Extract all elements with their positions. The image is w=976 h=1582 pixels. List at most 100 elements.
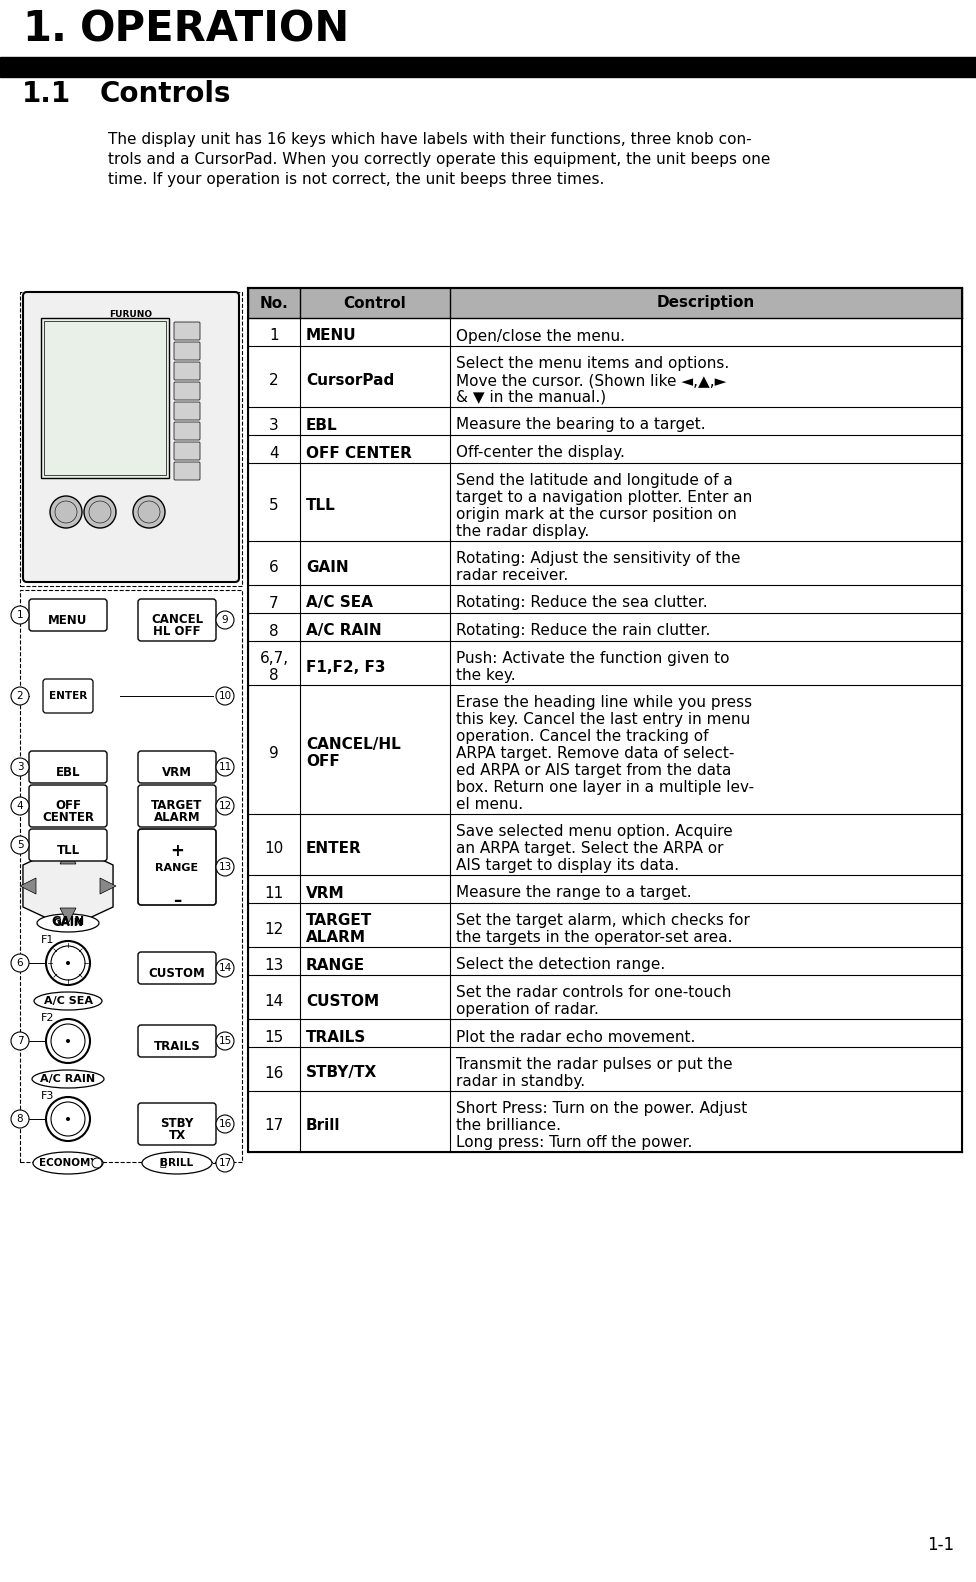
Text: A/C SEA: A/C SEA — [44, 997, 93, 1006]
Text: trols and a CursorPad. When you correctly operate this equipment, the unit beeps: trols and a CursorPad. When you correctl… — [108, 152, 770, 168]
Text: 6: 6 — [269, 560, 279, 574]
Text: 11: 11 — [264, 886, 284, 900]
Text: CANCEL: CANCEL — [151, 612, 203, 626]
Text: Short Press: Turn on the power. Adjust: Short Press: Turn on the power. Adjust — [456, 1101, 748, 1115]
Bar — [44, 321, 166, 475]
FancyBboxPatch shape — [138, 785, 216, 827]
Text: 9: 9 — [269, 747, 279, 761]
Text: CUSTOM: CUSTOM — [306, 993, 379, 1008]
Text: 4: 4 — [269, 446, 279, 460]
Text: time. If your operation is not correct, the unit beeps three times.: time. If your operation is not correct, … — [108, 172, 604, 187]
Circle shape — [11, 758, 29, 777]
Text: radar in standby.: radar in standby. — [456, 1074, 586, 1088]
Text: 16: 16 — [264, 1066, 284, 1081]
Text: Description: Description — [657, 296, 755, 310]
Text: Measure the range to a target.: Measure the range to a target. — [456, 886, 692, 900]
Text: OFF: OFF — [306, 755, 340, 769]
FancyBboxPatch shape — [174, 402, 200, 419]
Text: Long press: Turn off the power.: Long press: Turn off the power. — [456, 1134, 692, 1150]
Bar — [20, 293, 242, 585]
Text: 15: 15 — [264, 1030, 284, 1044]
Circle shape — [51, 946, 85, 979]
Text: 8: 8 — [17, 1114, 23, 1123]
FancyBboxPatch shape — [29, 785, 107, 827]
Text: 2: 2 — [17, 691, 23, 701]
Text: Move the cursor. (Shown like ◄,▲,►: Move the cursor. (Shown like ◄,▲,► — [456, 373, 726, 388]
Circle shape — [216, 758, 234, 777]
Text: 6: 6 — [17, 959, 23, 968]
Bar — [248, 685, 962, 815]
Text: TARGET: TARGET — [151, 799, 203, 812]
Text: F2: F2 — [41, 1012, 55, 1024]
Text: 1: 1 — [17, 611, 23, 620]
Text: ECONOMY: ECONOMY — [39, 1158, 98, 1168]
Text: box. Return one layer in a multiple lev-: box. Return one layer in a multiple lev- — [456, 780, 754, 796]
Text: Measure the bearing to a target.: Measure the bearing to a target. — [456, 418, 706, 432]
Circle shape — [11, 835, 29, 854]
Text: Send the latitude and longitude of a: Send the latitude and longitude of a — [456, 473, 733, 487]
Text: the radar display.: the radar display. — [456, 524, 590, 539]
Text: Set the radar controls for one-touch: Set the radar controls for one-touch — [456, 986, 731, 1000]
Text: operation. Cancel the tracking of: operation. Cancel the tracking of — [456, 729, 709, 744]
Text: 10: 10 — [219, 691, 231, 701]
Circle shape — [133, 497, 165, 528]
Text: 6,7,: 6,7, — [260, 652, 289, 666]
Bar — [20, 590, 242, 1163]
Text: ALARM: ALARM — [306, 930, 366, 944]
Text: 14: 14 — [219, 963, 231, 973]
Bar — [248, 288, 962, 318]
Text: The display unit has 16 keys which have labels with their functions, three knob : The display unit has 16 keys which have … — [108, 131, 752, 147]
Text: Off-center the display.: Off-center the display. — [456, 446, 625, 460]
FancyBboxPatch shape — [29, 829, 107, 861]
Text: MENU: MENU — [306, 329, 356, 343]
Circle shape — [11, 1031, 29, 1050]
Text: CENTER: CENTER — [42, 812, 94, 824]
Polygon shape — [60, 848, 76, 864]
Text: operation of radar.: operation of radar. — [456, 1001, 599, 1017]
Text: 3: 3 — [17, 763, 23, 772]
Text: 2: 2 — [269, 373, 279, 388]
FancyBboxPatch shape — [29, 751, 107, 783]
Text: 10: 10 — [264, 842, 284, 856]
Text: 7: 7 — [17, 1036, 23, 1046]
Text: 13: 13 — [264, 957, 284, 973]
Circle shape — [11, 797, 29, 815]
Text: origin mark at the cursor position on: origin mark at the cursor position on — [456, 506, 737, 522]
Bar — [248, 585, 962, 612]
Polygon shape — [20, 878, 36, 894]
Text: 15: 15 — [219, 1036, 231, 1046]
Polygon shape — [23, 845, 113, 929]
Text: CUSTOM: CUSTOM — [148, 967, 205, 979]
Circle shape — [11, 1111, 29, 1128]
Polygon shape — [60, 908, 76, 924]
Text: the key.: the key. — [456, 668, 515, 683]
Text: the targets in the operator-set area.: the targets in the operator-set area. — [456, 930, 733, 944]
FancyBboxPatch shape — [174, 422, 200, 440]
Text: 8: 8 — [269, 623, 279, 639]
Circle shape — [216, 1115, 234, 1133]
Text: TX: TX — [169, 1130, 185, 1142]
FancyBboxPatch shape — [138, 952, 216, 984]
Text: No.: No. — [260, 296, 288, 310]
Text: VRM: VRM — [162, 766, 192, 778]
Text: 1-1: 1-1 — [927, 1536, 954, 1554]
Ellipse shape — [34, 992, 102, 1009]
FancyBboxPatch shape — [174, 323, 200, 340]
Bar — [248, 815, 962, 875]
Text: Controls: Controls — [100, 81, 231, 108]
Text: 1.1: 1.1 — [22, 81, 71, 108]
Bar — [248, 464, 962, 541]
Text: ENTER: ENTER — [49, 691, 87, 701]
Ellipse shape — [37, 914, 99, 932]
Text: CANCEL/HL: CANCEL/HL — [306, 737, 401, 753]
Bar — [248, 612, 962, 641]
Circle shape — [66, 960, 70, 965]
Text: MENU: MENU — [49, 614, 88, 626]
Text: TLL: TLL — [57, 845, 80, 857]
Text: TLL: TLL — [306, 498, 336, 514]
Circle shape — [216, 797, 234, 815]
Text: +: + — [170, 842, 183, 861]
Circle shape — [46, 1019, 90, 1063]
Text: Rotating: Adjust the sensitivity of the: Rotating: Adjust the sensitivity of the — [456, 551, 741, 566]
Text: Rotating: Reduce the rain clutter.: Rotating: Reduce the rain clutter. — [456, 623, 711, 639]
